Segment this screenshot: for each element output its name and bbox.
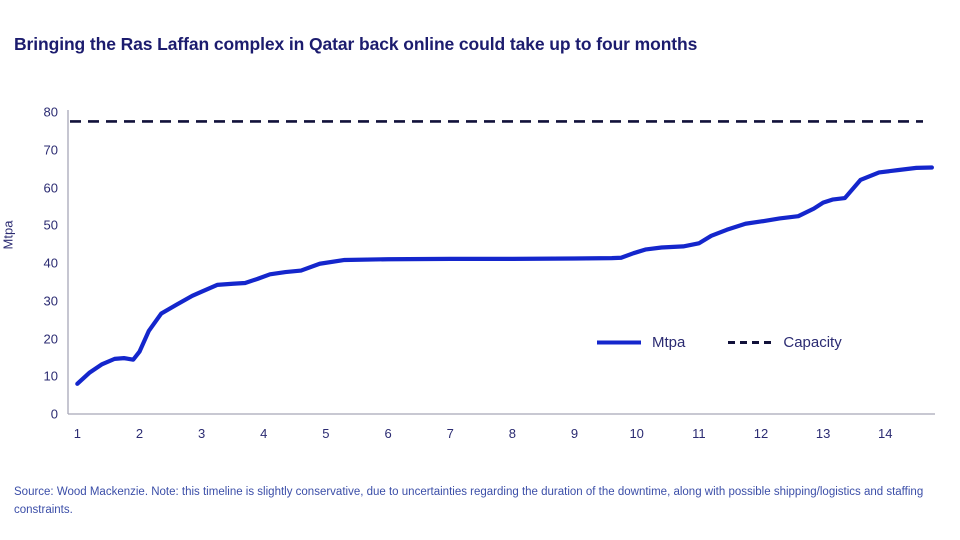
solid-line-swatch (597, 340, 641, 345)
x-tick-label: 3 (197, 426, 206, 441)
plot-area: Mtpa 0 10 20 30 40 50 60 70 80 1 2 3 4 5 6 7 8 9 10 11 12 13… (0, 104, 935, 441)
y-tick-label: 70 (43, 142, 58, 158)
y-tick-label: 40 (43, 255, 58, 271)
x-tick-label: 10 (629, 426, 644, 441)
y-tick-label: 60 (43, 180, 58, 195)
y-tick-label: 80 (43, 104, 58, 120)
x-tick-label: 14 (878, 426, 893, 441)
y-tick-label: 20 (43, 331, 58, 346)
x-tick-label: 2 (135, 426, 144, 441)
x-tick-label: 12 (753, 426, 769, 441)
x-tick-label: 7 (446, 426, 454, 441)
footer-divider (0, 470, 960, 471)
x-tick-label: 6 (384, 426, 392, 441)
x-tick-label: 8 (508, 426, 516, 441)
dashed-line-swatch (728, 341, 773, 344)
x-tick-label: 9 (570, 426, 579, 441)
mtpa-line-group (75, 165, 934, 386)
x-tick-label: 13 (815, 426, 831, 441)
x-tick-label: 11 (692, 426, 706, 441)
y-tick-label: 30 (43, 293, 58, 309)
legend-item-mtpa[interactable]: Mtpa (596, 334, 685, 351)
chart-svg (67, 110, 935, 415)
axes-group (67, 110, 935, 415)
x-tick-label: 1 (73, 426, 81, 441)
legend-label-capacity: Capacity (783, 334, 842, 351)
source-note: Source: Wood Mackenzie. Note: this timel… (14, 486, 924, 516)
legend-label-mtpa: Mtpa (652, 334, 686, 351)
y-axis-title: Mtpa (0, 220, 16, 250)
x-tick-label: 4 (260, 426, 268, 441)
x-tick-label: 5 (322, 426, 330, 441)
legend-item-capacity[interactable]: Capacity (727, 334, 842, 351)
y-tick-label: 10 (43, 368, 58, 384)
y-tick-label: 0 (50, 406, 58, 422)
chart-legend: Mtpa Capacity (596, 334, 842, 351)
page-title: Bringing the Ras Laffan complex in Qatar… (14, 34, 698, 54)
y-tick-label: 50 (43, 217, 58, 233)
